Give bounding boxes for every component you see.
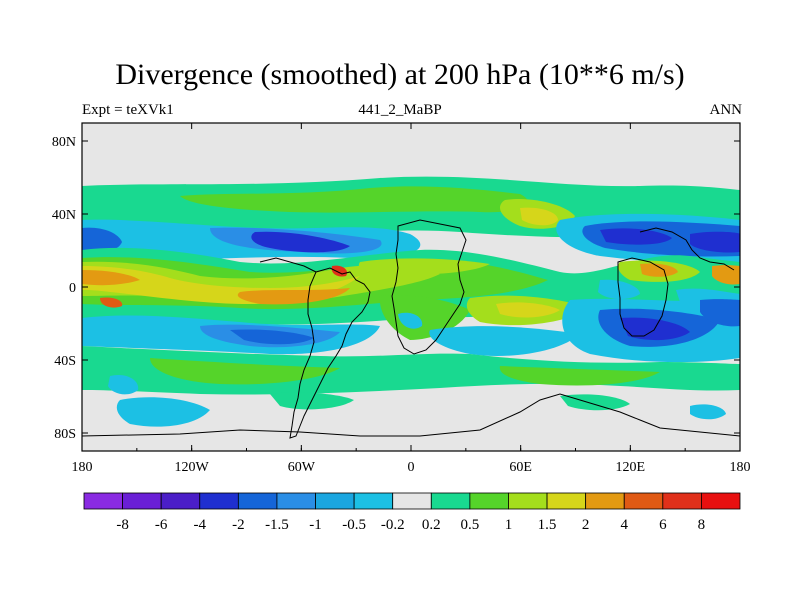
coastline-australia bbox=[617, 257, 669, 337]
colorbar-label: -1 bbox=[309, 517, 322, 533]
colorbar-label: 2 bbox=[582, 517, 590, 533]
colorbar-swatch bbox=[701, 492, 741, 510]
coastline-maritime bbox=[639, 227, 735, 271]
y-tick-label: 40S bbox=[54, 354, 76, 369]
contour-africa-blue bbox=[398, 312, 423, 329]
colorbar-label: 0.5 bbox=[461, 517, 480, 533]
colorbar-swatch bbox=[623, 492, 664, 510]
colorbar-swatch bbox=[160, 492, 201, 510]
colorbar: -8 -6 -4 -2 -1.5 -1 -0.5 -0.2 0.2 0.5 1 1.5 2 4 6 8 bbox=[83, 492, 741, 533]
axes-layer: 180 120W 60W 0 60E 120E 180 80N 40N 0 40S 80S bbox=[52, 123, 751, 475]
colorbar-label: 6 bbox=[659, 517, 667, 533]
colorbar-label: -2 bbox=[232, 517, 245, 533]
colorbar-label: 8 bbox=[698, 517, 706, 533]
x-tick-label: 180 bbox=[72, 460, 93, 475]
contour-pacific-neg3 bbox=[600, 228, 672, 245]
contour-south-neg3 bbox=[230, 329, 314, 345]
colorbar-swatch bbox=[585, 492, 625, 510]
contour-pacific-neg4 bbox=[690, 231, 740, 253]
contour-south-blob-1 bbox=[108, 374, 139, 395]
colorbar-label: 1.5 bbox=[538, 517, 557, 533]
contour-south-band-lime bbox=[150, 358, 340, 385]
y-tick-label: 80N bbox=[52, 135, 76, 150]
colorbar-swatch bbox=[199, 492, 239, 510]
coastline-africa bbox=[391, 219, 467, 355]
contour-tropics-orange2 bbox=[237, 288, 350, 305]
colorbar-swatch bbox=[315, 492, 355, 510]
colorbar-label: -4 bbox=[194, 517, 207, 533]
contour-south-east-pacific-neg bbox=[700, 299, 740, 327]
contour-west-neg bbox=[82, 227, 122, 253]
colorbar-label: -8 bbox=[116, 517, 129, 533]
colorbar-swatch bbox=[237, 492, 278, 510]
colorbar-swatch bbox=[353, 492, 394, 510]
contour-north-neg3 bbox=[251, 231, 350, 253]
colorbar-label: 4 bbox=[620, 517, 628, 533]
colorbar-swatch bbox=[83, 492, 123, 510]
colorbar-label: -1.5 bbox=[265, 517, 289, 533]
experiment-label: Expt = teXVk1 bbox=[82, 102, 174, 118]
contour-south-band-lime2 bbox=[499, 366, 660, 386]
colorbar-swatch bbox=[392, 492, 432, 510]
contour-west-pacific-orange bbox=[640, 263, 678, 277]
x-tick-label: 0 bbox=[408, 460, 415, 475]
contour-indian-gold bbox=[496, 302, 560, 318]
colorbar-label: -0.2 bbox=[381, 517, 405, 533]
colorbar-swatch bbox=[546, 492, 587, 510]
colorbar-label: 0.2 bbox=[422, 517, 441, 533]
contour-tropics-red bbox=[100, 297, 123, 308]
contour-south-blob-5 bbox=[560, 394, 630, 411]
colorbar-swatch bbox=[430, 492, 471, 510]
contour-south-indian-neg bbox=[429, 326, 580, 356]
chart-title: Divergence (smoothed) at 200 hPa (10**6 … bbox=[115, 58, 685, 91]
x-tick-label: 180 bbox=[730, 460, 751, 475]
contour-fill-layer bbox=[82, 176, 740, 427]
y-tick-label: 80S bbox=[54, 427, 76, 442]
coastline-south-america bbox=[289, 267, 371, 439]
x-tick-label: 120E bbox=[616, 460, 646, 475]
colorbar-label: 1 bbox=[505, 517, 513, 533]
colorbar-label: -6 bbox=[155, 517, 168, 533]
contour-north-lime bbox=[180, 186, 528, 213]
colorbar-swatch bbox=[662, 492, 702, 510]
contour-atlantic-yellow bbox=[358, 258, 490, 275]
x-tick-label: 60W bbox=[288, 460, 316, 475]
contour-north-gold bbox=[520, 207, 558, 226]
x-tick-label: 60E bbox=[509, 460, 532, 475]
season-label: ANN bbox=[709, 102, 743, 118]
contour-tropics-orange bbox=[82, 270, 140, 286]
colorbar-swatch bbox=[122, 492, 162, 510]
y-tick-label: 40N bbox=[52, 208, 76, 223]
colorbar-swatch bbox=[469, 492, 509, 510]
center-label: 441_2_MaBP bbox=[358, 102, 442, 118]
colorbar-label: -0.5 bbox=[342, 517, 366, 533]
contour-south-blob-2 bbox=[116, 397, 210, 427]
contour-south-blob-4 bbox=[690, 404, 726, 420]
coastline-antarctica bbox=[82, 393, 740, 437]
colorbar-swatch bbox=[508, 492, 548, 510]
y-tick-label: 0 bbox=[69, 281, 76, 296]
colorbar-swatch bbox=[276, 492, 316, 510]
coastline-central-america bbox=[259, 257, 317, 273]
coastline-layer bbox=[82, 219, 740, 439]
x-tick-label: 120W bbox=[175, 460, 210, 475]
